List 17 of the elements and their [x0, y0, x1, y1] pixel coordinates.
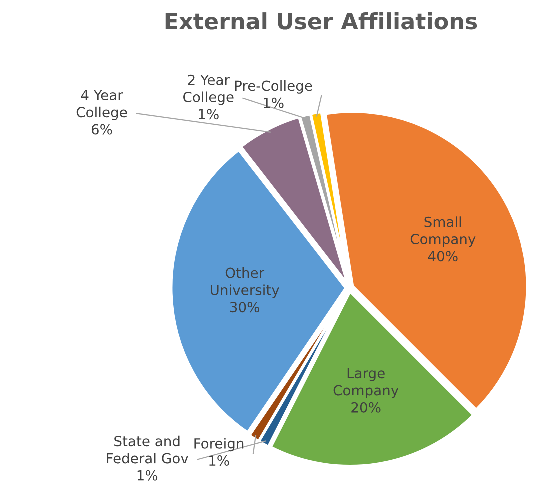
- data-label: 1%: [264, 98, 284, 108]
- slice-label: Large Company: [334, 368, 399, 398]
- data-label: 30%: [230, 302, 260, 313]
- slice-label: Pre-College: [235, 80, 312, 94]
- data-label: 6%: [92, 124, 112, 135]
- data-label: 1%: [210, 456, 230, 466]
- slice-label: Other University: [211, 268, 280, 298]
- data-label: 1%: [199, 109, 219, 120]
- slice-label: 4 Year College: [76, 90, 128, 120]
- slice-label: State and Federal Gov: [107, 436, 188, 464]
- slice-label: Small Company: [410, 216, 476, 248]
- chart-title: External User Affiliations: [166, 12, 478, 30]
- data-label: 1%: [138, 470, 158, 481]
- slice-label: 2 Year College: [183, 74, 234, 106]
- data-label: 20%: [352, 402, 381, 413]
- data-label: 40%: [428, 251, 458, 262]
- slice-label: Foreign: [194, 438, 244, 452]
